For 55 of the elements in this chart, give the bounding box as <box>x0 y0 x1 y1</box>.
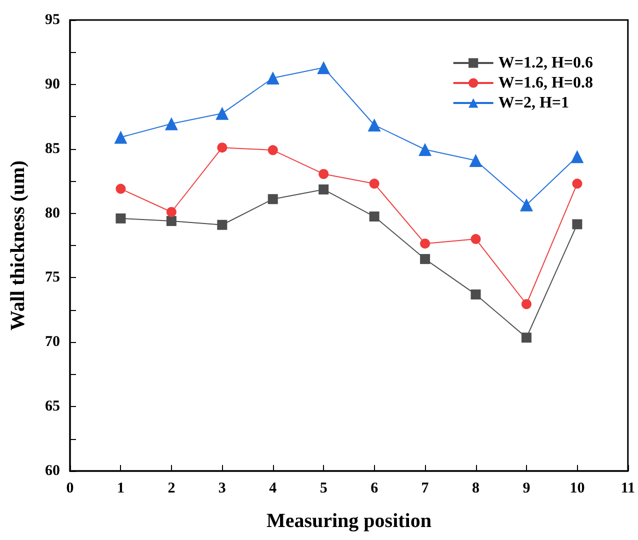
y-tick-label: 75 <box>45 270 60 286</box>
point <box>166 207 176 217</box>
point <box>369 178 380 189</box>
x-axis-title: Measuring position <box>266 510 432 532</box>
point <box>116 213 126 224</box>
point <box>268 145 278 156</box>
point <box>572 178 582 189</box>
y-tick-label: 95 <box>45 12 60 28</box>
point <box>217 220 228 230</box>
point <box>266 71 280 84</box>
point <box>318 184 329 194</box>
point <box>469 154 482 167</box>
point <box>470 234 481 244</box>
point <box>420 238 430 249</box>
point <box>318 168 329 179</box>
y-tick-label: 85 <box>45 140 60 157</box>
x-tick-label: 7 <box>421 480 430 496</box>
x-tick-label: 8 <box>472 480 480 496</box>
x-tick-label: 0 <box>66 480 74 496</box>
y-tick-label: 80 <box>45 205 60 222</box>
x-tick-label: 6 <box>370 480 379 496</box>
point <box>521 332 532 343</box>
point <box>164 117 178 130</box>
point <box>114 130 128 144</box>
y-tick-label: 60 <box>45 463 60 479</box>
legend-label: W=1.6, H=0.8 <box>498 74 594 92</box>
point <box>268 194 278 204</box>
legend-label: W=1.2, H=0.6 <box>498 54 594 72</box>
point <box>418 143 432 156</box>
point <box>420 254 430 264</box>
y-tick-label: 70 <box>45 334 60 350</box>
point <box>368 118 381 132</box>
point <box>116 184 126 194</box>
point <box>520 198 533 212</box>
point <box>317 61 330 74</box>
point <box>570 150 584 164</box>
x-tick-label: 1 <box>116 480 124 496</box>
x-tick-label: 9 <box>522 480 530 496</box>
point <box>217 142 228 153</box>
x-tick-label: 11 <box>620 480 636 496</box>
y-tick-label: 90 <box>45 76 60 92</box>
y-axis-title: Wall thickness (um) <box>7 160 29 331</box>
point <box>166 216 176 226</box>
point <box>216 106 229 120</box>
x-tick-label: 3 <box>218 480 226 496</box>
y-tick-label: 65 <box>45 398 60 415</box>
x-tick-label: 5 <box>320 480 328 496</box>
legend-label: W=2, H=1 <box>498 94 570 112</box>
x-tick-label: 10 <box>570 480 585 496</box>
point <box>470 289 481 300</box>
point <box>572 219 582 230</box>
x-tick-label: 2 <box>168 480 176 496</box>
x-tick-label: 4 <box>269 480 278 496</box>
point <box>369 212 380 222</box>
point <box>521 299 532 310</box>
